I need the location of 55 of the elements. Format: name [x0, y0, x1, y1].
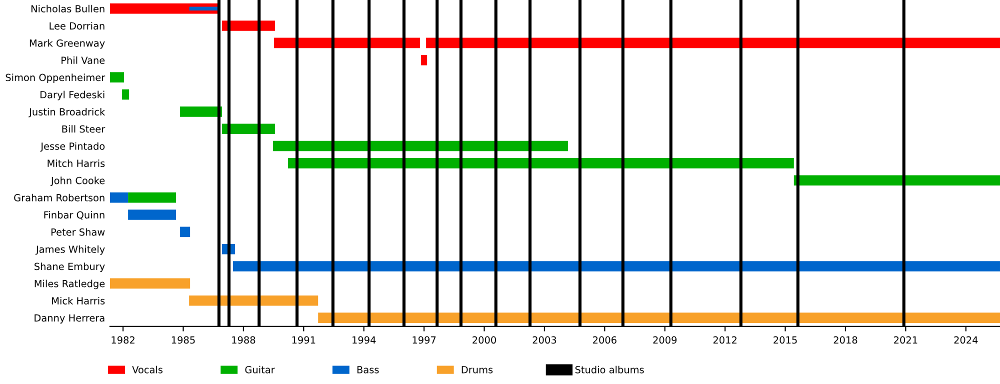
x-tick-label: 2009 — [653, 336, 677, 344]
y-tick-label: Graham Robertson — [14, 194, 104, 202]
x-tick-label: 2024 — [954, 336, 978, 344]
x-tick-label: 1988 — [232, 336, 256, 344]
y-tick-label: Phil Vane — [62, 56, 105, 64]
bar — [128, 192, 176, 203]
bar — [110, 72, 124, 82]
bar — [222, 20, 275, 31]
bar — [318, 312, 1000, 323]
y-tick-label: Mick Harris — [52, 296, 105, 304]
x-tick-label: 2006 — [593, 336, 616, 344]
y-tick-label: Danny Herrera — [34, 314, 104, 324]
x-tick-label: 2018 — [834, 336, 858, 344]
y-tick-label: Bill Steer — [62, 125, 106, 133]
legend-label: Bass — [357, 366, 379, 374]
y-tick-label: Mark Greenway — [30, 39, 105, 49]
y-tick-label: Jesse Pintado — [40, 142, 105, 152]
y-tick-label: James Whitely — [35, 245, 105, 255]
y-tick-label: Mitch Harris — [48, 160, 105, 168]
y-tick-label: Peter Shaw — [51, 228, 105, 236]
bar — [421, 54, 428, 66]
x-tick-label: 2015 — [774, 336, 797, 344]
bar — [288, 158, 794, 168]
x-tick-label: 1991 — [292, 336, 316, 344]
legend-label: Guitar — [245, 366, 275, 374]
y-tick-label: John Cooke — [50, 176, 105, 186]
y-tick-label: Lee Dorrian — [50, 22, 104, 30]
y-tick-label: Justin Broadrick — [28, 108, 106, 118]
bar — [233, 261, 1000, 272]
bar — [426, 38, 1000, 48]
x-tick-label: 2000 — [472, 336, 496, 344]
x-tick-label: 1997 — [412, 336, 436, 344]
bar — [794, 175, 1000, 186]
bar — [128, 210, 176, 220]
legend-label: Vocals — [132, 366, 163, 374]
x-tick-label: 2003 — [532, 336, 556, 344]
bar — [180, 106, 222, 117]
y-tick-label: Nicholas Bullen — [31, 4, 104, 12]
bar — [180, 226, 190, 238]
y-tick-label: Simon Oppenheimer — [6, 74, 106, 84]
x-tick-label: 2012 — [713, 336, 736, 344]
legend-label: Drums — [462, 366, 493, 374]
y-tick-label: Shane Embury — [34, 262, 105, 272]
bar — [189, 295, 318, 306]
y-tick-label: Daryl Fedeski — [40, 90, 104, 100]
y-tick-label: Finbar Quinn — [44, 211, 104, 220]
bar — [110, 278, 190, 289]
x-tick-label: 1994 — [352, 336, 376, 344]
bar — [122, 89, 130, 100]
x-tick-label: 1982 — [112, 336, 134, 344]
legend-label: Studio albums — [575, 366, 644, 374]
x-tick-label: 2021 — [894, 336, 918, 344]
x-tick-label: 1985 — [172, 336, 195, 344]
bar — [110, 192, 128, 203]
y-tick-label: Miles Ratledge — [34, 280, 105, 290]
